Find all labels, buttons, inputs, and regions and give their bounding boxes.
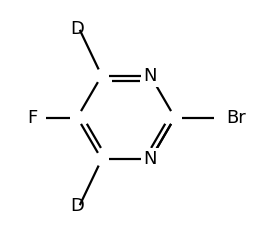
- Text: N: N: [144, 150, 157, 168]
- Text: F: F: [28, 109, 38, 126]
- Text: D: D: [70, 20, 84, 38]
- Text: D: D: [70, 197, 84, 215]
- Text: N: N: [144, 67, 157, 85]
- Text: Br: Br: [226, 109, 246, 126]
